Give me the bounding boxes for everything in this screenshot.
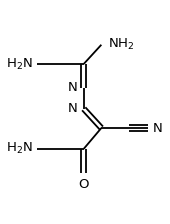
Text: H$_2$N: H$_2$N (6, 141, 32, 156)
Text: O: O (79, 178, 89, 191)
Text: N: N (68, 82, 77, 95)
Text: N: N (153, 121, 162, 135)
Text: NH$_2$: NH$_2$ (108, 37, 134, 52)
Text: N: N (68, 102, 77, 115)
Text: H$_2$N: H$_2$N (6, 56, 32, 71)
